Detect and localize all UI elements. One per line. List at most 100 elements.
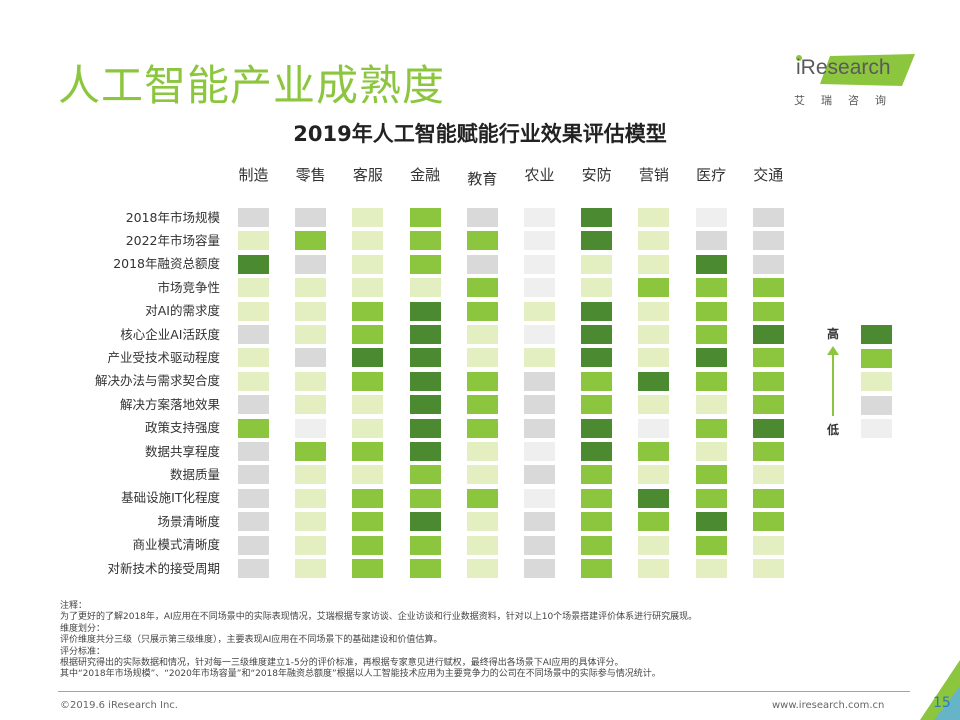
heatmap-cell [295,418,327,438]
heatmap-cell [581,395,613,415]
heatmap-cell [295,208,327,227]
heatmap-cell [695,465,727,485]
heatmap-cell [524,348,555,368]
note-line: 为了更好的了解2018年，AI应用在不同场景中的实际表现情况，艾瑞根据专家访谈、… [60,612,698,623]
heatmap-cell [752,418,784,438]
heatmap-cell [695,488,727,508]
heatmap-cell [409,348,441,368]
heatmap-cell [524,278,555,298]
heatmap-cell [752,208,784,227]
note-line: 其中“2018年市场规模”、“2020年市场容量”和“2018年融资总额度”根据… [60,669,661,680]
heatmap-cell [409,325,441,344]
legend-low-label: 低 [827,423,840,437]
heatmap-cell [238,301,269,321]
heatmap-cell [524,442,555,461]
heatmap-cell [524,301,555,321]
heatmap-cell [638,348,670,368]
heatmap-cell [295,348,327,368]
heatmap-cell [581,231,613,251]
legend-swatch [861,395,892,415]
row-label: 市场竞争性 [157,279,220,295]
heatmap-cell [695,325,727,344]
heatmap-cell [524,559,555,578]
heatmap-cell [752,535,784,555]
column-label: 农业 [524,166,555,184]
row-label: 数据质量 [169,466,220,482]
row-label: 2018年融资总额度 [113,256,220,272]
heatmap-cell [638,231,670,251]
row-label: 对AI的需求度 [145,303,220,319]
column-label: 医疗 [696,166,727,184]
heatmap-cell [466,208,498,227]
heatmap-cell [752,348,784,368]
footer-divider [58,691,910,692]
heatmap-cell [638,278,670,298]
heatmap-cell [466,231,498,251]
heatmap-cell [524,231,555,251]
heatmap-cell [409,254,441,274]
heatmap-cell [409,208,441,227]
heatmap-cell [752,231,784,251]
row-label: 解决办法与需求契合度 [94,373,220,389]
note-line: 注释： [60,601,88,611]
legend-swatch [861,419,892,438]
heatmap-cell [695,348,727,368]
column-label: 客服 [352,166,383,184]
heatmap-cell [638,325,670,344]
heatmap-cell [238,325,269,344]
heatmap-cell [352,559,384,578]
heatmap-cell [752,559,784,578]
heatmap-cell [352,301,384,321]
heatmap-cell [352,278,384,298]
column-label: 教育 [467,170,498,188]
heatmap-cell [295,301,327,321]
heatmap-cell [295,254,327,274]
heatmap-cell [524,512,555,532]
heatmap-cell [238,488,269,508]
heatmap-cell [466,348,498,368]
heatmap-cell [695,559,727,578]
logo-shape-icon [796,54,915,86]
row-label: 商业模式清晰度 [132,537,220,553]
iresearch-logo: iResearch 艾瑞咨询 [790,54,920,110]
heatmap-cell [352,231,384,251]
heatmap-cell [638,465,670,485]
heatmap-cell [352,208,384,227]
heatmap-cell [295,559,327,578]
row-label: 场景清晰度 [157,513,220,529]
copyright: ©2019.6 iResearch Inc. [60,700,178,711]
heatmap-cell [409,465,441,485]
heatmap-cell [352,488,384,508]
heatmap-cell [581,278,613,298]
heatmap-cell [352,325,384,344]
heatmap-cell [752,278,784,298]
column-label: 营销 [638,166,669,184]
note-line: 评分标准： [60,646,106,657]
heatmap-cell [466,512,498,532]
chart-title: 2019年人工智能赋能行业效果评估模型 [293,122,667,146]
heatmap-cell [638,512,670,532]
column-label: 零售 [295,166,326,184]
heatmap-cell [409,442,441,461]
heatmap-cell [466,395,498,415]
heatmap-cell [695,278,727,298]
heatmap-cell [238,535,269,555]
heatmap-cell [638,488,670,508]
heatmap-cell [695,512,727,532]
heatmap-cell [238,442,269,461]
heatmap-cell [638,535,670,555]
heatmap-cell [352,512,384,532]
heatmap-cell [238,465,269,485]
row-label: 核心企业AI活跃度 [120,326,220,342]
heatmap-cell [695,231,727,251]
heatmap-cell [238,231,269,251]
heatmap-cell [752,254,784,274]
heatmap-cell [752,301,784,321]
heatmap-cell [352,418,384,438]
heatmap-cell [581,512,613,532]
legend-swatch [861,372,892,391]
heatmap-cell [524,535,555,555]
heatmap-cell [466,465,498,485]
logo-subtitle: 艾瑞咨询 [794,94,902,107]
heatmap-cell [581,418,613,438]
